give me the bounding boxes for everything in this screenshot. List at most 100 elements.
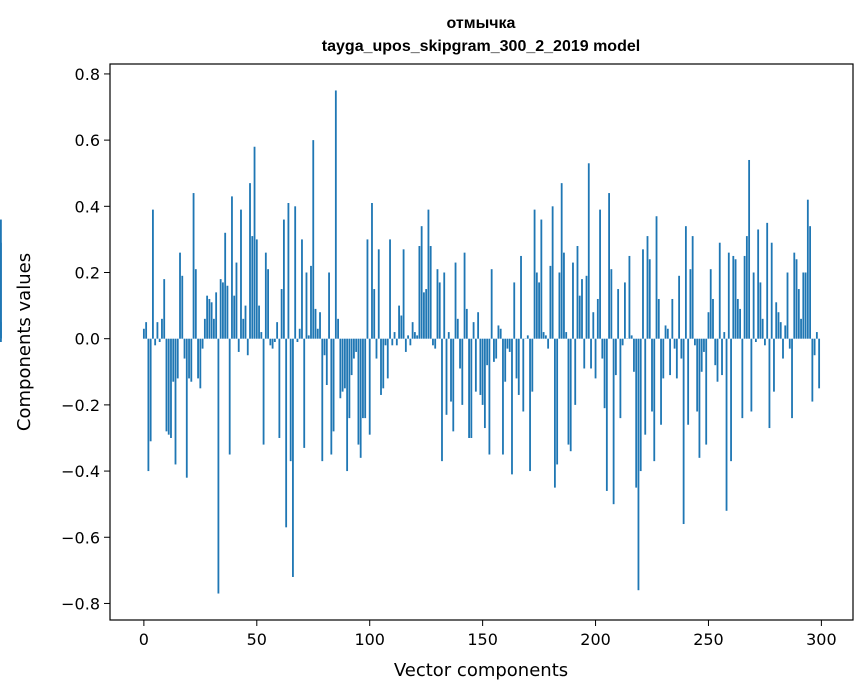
bar: [380, 338, 382, 395]
bar: [617, 289, 620, 339]
bar: [343, 338, 346, 389]
bar: [210, 302, 213, 339]
bar: [669, 338, 671, 376]
bar: [757, 229, 760, 339]
bar: [470, 338, 473, 438]
bar: [587, 163, 590, 339]
bar: [590, 338, 592, 369]
bar: [0, 322, 2, 339]
bar: [411, 322, 414, 339]
bar: [441, 338, 443, 462]
bar: [264, 252, 267, 339]
bar: [142, 328, 145, 339]
bar: [739, 308, 741, 339]
bar: [278, 338, 281, 438]
bar: [339, 338, 342, 399]
bar: [201, 338, 204, 349]
bar: [511, 338, 513, 475]
bar: [734, 259, 737, 339]
bar: [427, 209, 430, 339]
bar: [736, 298, 739, 339]
bar: [461, 338, 464, 405]
bar: [310, 265, 312, 339]
bar: [529, 338, 531, 472]
bar: [802, 272, 805, 339]
bar: [513, 282, 516, 339]
bar: [296, 338, 299, 342]
bar: [393, 332, 396, 339]
bar: [432, 338, 434, 346]
bar: [163, 279, 166, 339]
bar: [483, 338, 486, 429]
bar: [784, 325, 787, 339]
bar: [486, 338, 489, 366]
bar: [145, 322, 148, 339]
bar: [517, 338, 520, 395]
bar: [526, 335, 529, 339]
bar: [572, 262, 574, 339]
y-axis-label: Components values: [14, 253, 35, 431]
x-tick-label: 150: [467, 630, 498, 649]
bar: [258, 305, 260, 339]
bar: [718, 242, 721, 339]
bar: [547, 338, 550, 349]
y-tick-label: −0.8: [61, 594, 100, 613]
bar: [0, 338, 2, 342]
bar: [497, 325, 500, 339]
bar: [651, 338, 653, 412]
bar: [409, 338, 412, 346]
bar: [452, 338, 455, 432]
bar: [635, 338, 638, 488]
bar: [770, 242, 773, 339]
bar: [305, 272, 308, 339]
bar: [581, 279, 583, 339]
bar: [332, 338, 335, 432]
bar: [156, 322, 159, 339]
bar: [662, 338, 665, 379]
bar: [147, 338, 150, 472]
bar: [759, 282, 762, 339]
bar: [601, 338, 604, 359]
bar: [429, 246, 432, 339]
bar: [743, 255, 746, 339]
bar: [795, 259, 798, 339]
bar: [434, 338, 437, 349]
bar: [549, 265, 552, 339]
bar: [481, 338, 484, 405]
bar: [298, 328, 301, 339]
bar: [689, 269, 692, 339]
bar: [694, 338, 696, 346]
bar: [443, 272, 446, 339]
bar: [809, 226, 811, 339]
bar: [190, 338, 193, 382]
bar: [395, 338, 398, 346]
bar: [321, 338, 324, 462]
bar: [465, 308, 468, 339]
bar: [319, 312, 321, 339]
bar: [707, 312, 710, 339]
bar: [666, 328, 669, 339]
bar: [438, 282, 441, 339]
bar: [459, 338, 461, 369]
bar: [709, 269, 712, 339]
bar: [750, 338, 753, 412]
bar: [761, 318, 764, 339]
bar: [569, 338, 572, 452]
bar: [456, 318, 459, 339]
bar: [242, 318, 245, 339]
bar: [269, 338, 272, 346]
bar: [445, 338, 448, 415]
bar: [251, 236, 254, 339]
bar: [161, 318, 163, 339]
bar: [249, 183, 251, 339]
bar: [357, 338, 360, 445]
bar: [506, 338, 509, 349]
bar: [608, 193, 610, 339]
bar: [610, 269, 613, 339]
bar: [337, 318, 339, 339]
bar: [170, 338, 172, 438]
bar: [630, 335, 633, 339]
bar: [639, 338, 642, 472]
bar: [660, 338, 662, 425]
bar: [727, 252, 730, 339]
